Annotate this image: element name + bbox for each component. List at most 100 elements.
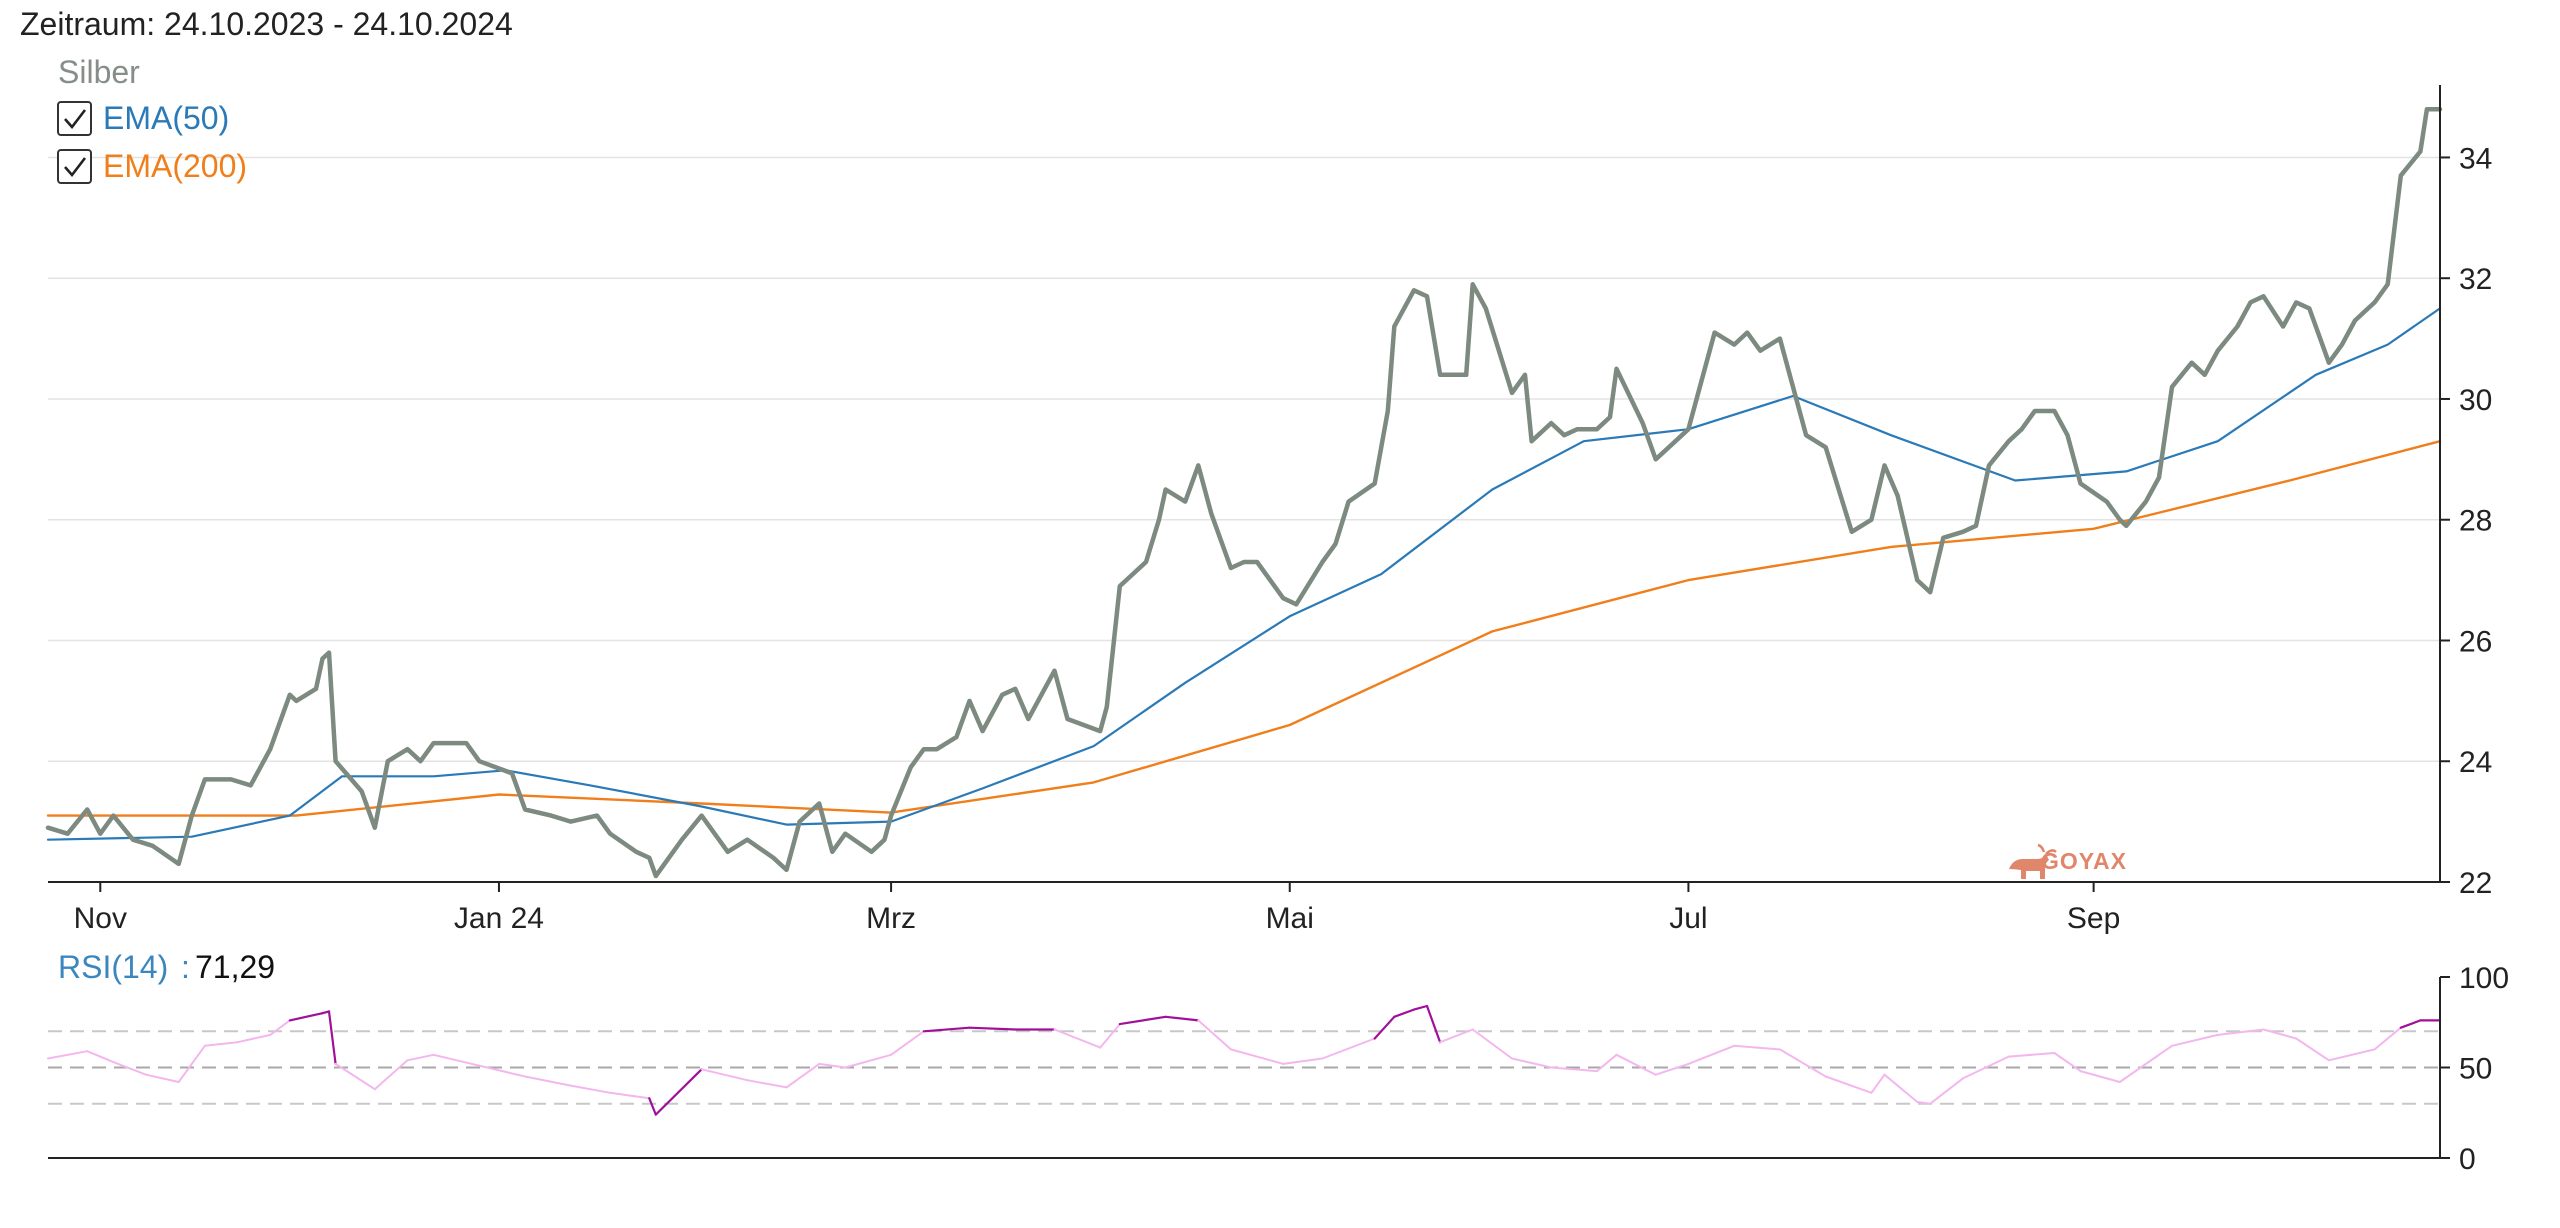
rsi-segment <box>2262 1028 2298 1040</box>
price-point <box>1066 718 1069 720</box>
main-axes: 22 24 26 28 30 32 34 Nov Jan 24 Mrz Mai Jul Sep <box>48 85 2492 935</box>
price-point <box>1027 718 1029 720</box>
rsi-segment <box>2053 1052 2082 1073</box>
rsi-segment <box>1824 1075 1873 1094</box>
rsi-colon: : <box>181 949 190 985</box>
price-point <box>1805 434 1807 436</box>
price-point <box>1014 688 1016 690</box>
price-point <box>230 778 232 781</box>
rsi-segment <box>269 1019 291 1036</box>
ema50-point <box>2315 374 2317 376</box>
rsi-segment <box>609 1091 651 1100</box>
price-point <box>883 839 886 841</box>
price-point <box>1615 368 1618 370</box>
ema50-point <box>191 836 193 838</box>
price-point <box>1942 537 1944 539</box>
legend-instrument: Silber <box>58 54 140 90</box>
price-point <box>2374 301 2376 303</box>
price-point <box>1210 513 1212 515</box>
rsi-segment <box>373 1059 409 1091</box>
price-point <box>1099 730 1101 732</box>
price-point <box>295 700 297 702</box>
rsi-segment <box>1929 1077 1964 1105</box>
rsi-segment <box>700 1068 749 1082</box>
price-point <box>1897 495 1899 497</box>
rsi-segment <box>2327 1048 2376 1062</box>
ema50-checkbox[interactable] <box>57 101 92 136</box>
price-point <box>1733 344 1735 346</box>
price-point <box>289 694 291 696</box>
rsi-segment <box>177 1044 206 1083</box>
ema50-point <box>1289 615 1291 617</box>
price-point <box>1472 283 1474 285</box>
rsi-current-value: 71,29 <box>195 949 275 985</box>
period-label: Zeitraum: 24.10.2023 - 24.10.2024 <box>20 6 513 42</box>
price-point <box>2387 283 2389 285</box>
rsi-segment <box>1883 1073 1919 1103</box>
price-point <box>67 833 69 835</box>
price-point <box>1975 525 1977 527</box>
price-point <box>2236 325 2238 328</box>
watermark: GOYAX <box>2009 843 2127 879</box>
price-point <box>1609 416 1611 418</box>
rsi-label: RSI(14) <box>58 949 168 985</box>
price-point <box>870 851 873 853</box>
price-point <box>2426 108 2428 110</box>
price-point <box>1393 325 1395 328</box>
rsi-segment <box>968 1026 1017 1031</box>
price-point <box>1439 374 1441 376</box>
price-point <box>112 815 114 817</box>
ema50-point <box>1890 434 1892 436</box>
price-point <box>1988 464 1990 466</box>
price-point <box>923 748 925 750</box>
price-point <box>818 802 820 805</box>
price-point <box>1524 374 1526 376</box>
price-point <box>1870 519 1872 521</box>
price-point <box>269 748 271 750</box>
price-point <box>2262 295 2265 297</box>
price-point <box>1387 410 1389 412</box>
legend-item-ema200[interactable]: EMA(200) <box>57 148 247 184</box>
price-point <box>2419 150 2421 152</box>
legend-item-ema50[interactable]: EMA(50) <box>57 100 229 136</box>
price-point <box>1348 501 1350 503</box>
rsi-segment <box>648 1097 657 1116</box>
price-point <box>2249 301 2252 303</box>
price-point <box>1563 434 1565 436</box>
price-point <box>178 863 180 865</box>
price-point <box>1596 428 1598 430</box>
rsi-axes: 0 50 100 <box>48 962 2509 1176</box>
rsi-segment <box>432 1053 481 1067</box>
price-point <box>1243 561 1245 563</box>
price-point <box>361 790 363 793</box>
price-point <box>1165 488 1167 491</box>
price-point <box>387 760 389 762</box>
ema50-point <box>589 784 592 787</box>
price-point <box>1576 428 1578 430</box>
price-point <box>2119 519 2121 521</box>
rsi-segment <box>112 1061 147 1076</box>
rsi-segment <box>478 1064 527 1078</box>
ema200-point <box>47 815 49 817</box>
price-point <box>890 815 892 817</box>
watermark-text: GOYAX <box>2041 848 2127 874</box>
rsi-segment <box>1550 1066 1598 1073</box>
price-point <box>1256 561 1258 563</box>
rsi-segment <box>86 1050 115 1064</box>
price-point <box>1230 567 1232 569</box>
price-point <box>655 875 657 877</box>
price-point <box>2066 434 2069 436</box>
rsi-series <box>47 1004 2442 1116</box>
checkmark-icon <box>64 109 87 130</box>
rsi-segment <box>1870 1073 1886 1094</box>
rsi-segment <box>1439 1028 1474 1044</box>
price-point <box>250 784 252 787</box>
price-point <box>1550 422 1552 424</box>
x-tick-label: Nov <box>74 902 127 935</box>
price-point <box>335 760 337 762</box>
price-point <box>1825 446 1827 448</box>
price-point <box>635 851 637 853</box>
ema200-checkbox[interactable] <box>57 149 92 184</box>
rsi-segment <box>1197 1019 1232 1051</box>
